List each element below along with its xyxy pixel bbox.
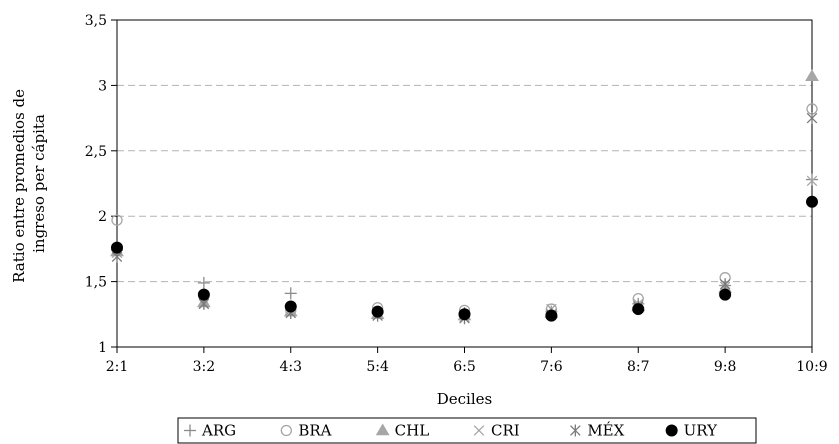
series-méx: [111, 112, 818, 325]
y-tick-label: 2: [98, 209, 107, 225]
x-tick-label: 2:1: [106, 359, 129, 375]
y-tick-label: 3: [98, 78, 107, 94]
y-tick-label: 3,5: [85, 13, 107, 29]
y-tick-label: 1,5: [85, 275, 107, 291]
data-point: [719, 288, 732, 301]
marker-shape: [805, 69, 819, 81]
x-tick-label: 3:2: [193, 359, 216, 375]
legend: ARG BRA CHL CRI MÉX URY: [177, 417, 757, 444]
plot-area-frame: [116, 19, 813, 348]
x-tick-label: 8:7: [627, 359, 650, 375]
data-point: [632, 303, 645, 316]
marker-shape: [280, 424, 292, 437]
x-axis-ticks: 2:1 3:2 4:3 5:4 6:5 7:6 8:7 9:8 10:9: [106, 347, 828, 375]
x-tick-label: 10:9: [796, 359, 827, 375]
data-point: [806, 175, 818, 187]
data-point: [111, 214, 123, 226]
data-point: [806, 195, 818, 208]
marker-shape: [371, 305, 384, 318]
legend-item-arg: ARG: [184, 422, 236, 440]
y-axis-title-line-2: ingreso per cápita: [30, 114, 48, 253]
legend-item-cri: CRI: [473, 422, 520, 440]
data-point: [197, 276, 210, 289]
data-point: [371, 305, 384, 318]
marker-shape: [665, 424, 678, 437]
y-axis-ticks: 1 1,5 2 2,5 3 3,5: [85, 13, 117, 356]
legend-item-ury: URY: [665, 422, 718, 440]
legend-label: MÉX: [587, 422, 624, 440]
series-ury: [111, 195, 818, 322]
marker-shape: [545, 309, 558, 322]
legend-label: ARG: [201, 422, 236, 440]
legend-marker: [473, 425, 485, 436]
marker-shape: [632, 303, 645, 316]
x-tick-label: 5:4: [366, 359, 389, 375]
legend-item-méx: MÉX: [570, 422, 625, 440]
data-point: [284, 300, 297, 313]
data-point: [545, 309, 558, 322]
marker-shape: [806, 195, 818, 208]
data-point: [805, 69, 819, 81]
legend-label: BRA: [298, 422, 331, 440]
legend-marker: [280, 424, 292, 437]
y-axis-title: Ratio entre promedios de ingreso per cáp…: [10, 84, 48, 283]
legend-marker: [665, 424, 678, 437]
marker-stroke: [473, 425, 485, 436]
series-chl: [110, 69, 819, 321]
marker-shape: [197, 288, 210, 301]
x-tick-label: 6:5: [453, 359, 476, 375]
legend-label: URY: [684, 422, 718, 440]
data-point: [458, 308, 471, 321]
x-tick-label: 9:8: [714, 359, 737, 375]
series-cri: [111, 175, 818, 323]
gridlines: [117, 84, 812, 283]
marker-shape: [458, 308, 471, 321]
legend-label: CRI: [491, 422, 520, 440]
series-arg: [111, 173, 818, 319]
y-tick-label: 1: [98, 340, 107, 356]
legend-marker: [184, 424, 196, 437]
marker-shape: [111, 241, 123, 254]
marker-shape: [111, 214, 123, 226]
legend-item-chl: CHL: [375, 422, 430, 440]
marker-shape: [284, 300, 297, 313]
legend-item-bra: BRA: [280, 422, 332, 440]
marker-shape: [375, 423, 390, 436]
x-tick-label: 4:3: [279, 359, 302, 375]
data-point: [719, 278, 731, 291]
legend-label: CHL: [395, 422, 430, 440]
marker-shape: [719, 288, 732, 301]
x-tick-label: 7:6: [540, 359, 563, 375]
data-points: [110, 69, 819, 325]
data-point: [111, 241, 123, 254]
legend-frame: [177, 417, 757, 444]
legend-marker: [570, 424, 581, 437]
marker-stroke: [806, 175, 818, 187]
x-axis-title: Deciles: [437, 390, 492, 408]
y-axis-title-line-1: Ratio entre promedios de: [10, 89, 28, 283]
data-point: [197, 288, 210, 301]
y-tick-label: 2,5: [85, 144, 107, 160]
legend-marker: [375, 423, 390, 436]
data-point: [806, 173, 818, 186]
data-point: [284, 287, 297, 300]
data-point: [806, 112, 818, 125]
series-bra: [111, 103, 818, 317]
